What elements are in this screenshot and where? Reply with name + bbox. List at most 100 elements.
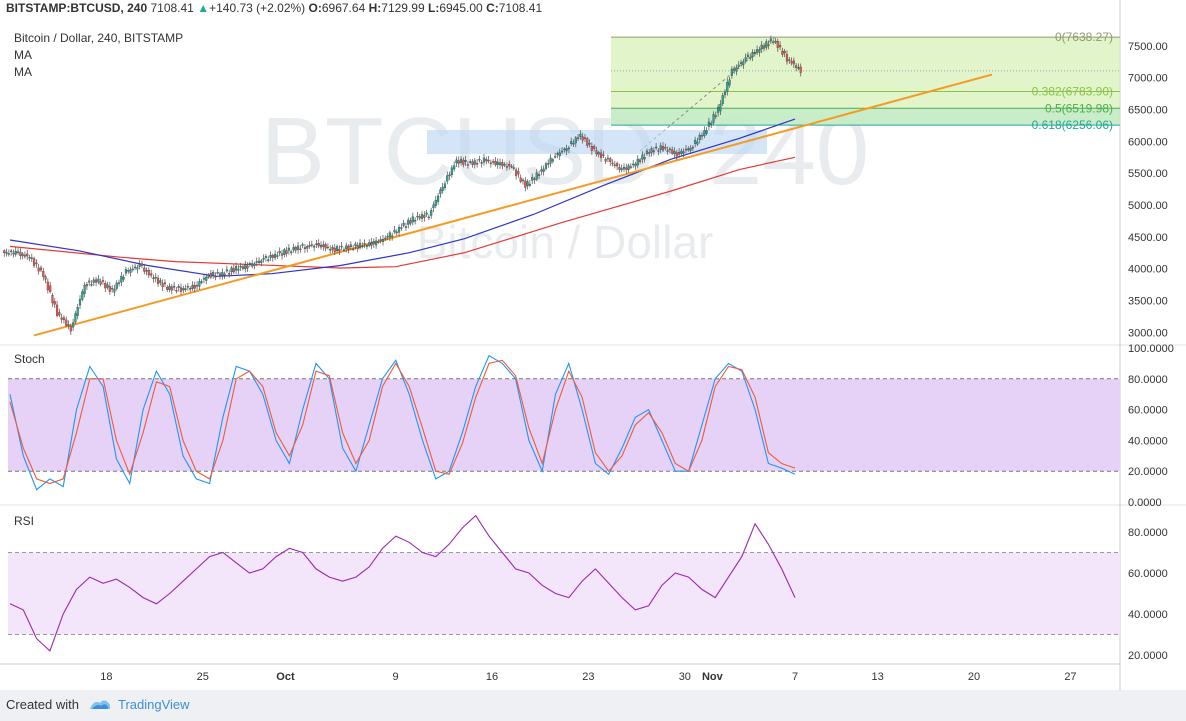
candle-body [166, 287, 169, 290]
candle-body [625, 167, 628, 170]
candle-body [629, 166, 632, 168]
stoch-label[interactable]: Stoch [14, 352, 45, 366]
candle-body [198, 281, 201, 287]
candle-body [92, 279, 95, 283]
candle-body [717, 106, 720, 113]
candle-body [735, 67, 738, 72]
candle-body [333, 247, 336, 252]
candle-body [193, 284, 196, 289]
axes: 7500.00 7000.00 6500.00 6000.00 5500.00 5000.… [100, 41, 1174, 683]
candle-body [239, 266, 242, 268]
candle-body [251, 263, 254, 267]
candle-body [310, 244, 313, 246]
candle-body [324, 244, 327, 249]
candle-body [466, 164, 469, 166]
candle-body [111, 287, 114, 290]
candle-body [586, 138, 589, 146]
candle-body [257, 260, 261, 263]
rsi-label[interactable]: RSI [14, 514, 35, 528]
candle-body [779, 45, 782, 48]
candle-body [636, 158, 639, 166]
candle-body [604, 159, 607, 162]
candle-body [44, 276, 47, 280]
candle-body [707, 121, 710, 127]
candle-body [712, 114, 715, 123]
candle-body [159, 280, 162, 283]
candle-body [393, 229, 396, 233]
candle-body [409, 220, 412, 224]
candle-body [78, 299, 82, 306]
candle-body [797, 67, 800, 69]
candle-body [739, 62, 743, 64]
candle-body [648, 152, 651, 154]
candle-body [205, 276, 208, 281]
candle-body [122, 277, 125, 280]
candle-body [60, 317, 63, 320]
candle-body [517, 171, 520, 175]
candle-body [402, 223, 405, 226]
candle-body [62, 317, 66, 320]
candle-body [661, 146, 665, 151]
candle-body [35, 262, 38, 265]
candle-body [177, 286, 180, 288]
candle-body [349, 244, 352, 248]
fib-level-label: 0.618(6256.06) [1032, 118, 1113, 132]
candle-body [714, 115, 717, 117]
ma-legend-2[interactable]: MA [14, 65, 32, 79]
candle-body [744, 57, 747, 61]
candle-body [528, 183, 531, 186]
candle-body [544, 163, 548, 169]
ma-legend-1[interactable]: MA [14, 48, 32, 62]
candle-body [453, 165, 456, 170]
candle-body [161, 283, 164, 288]
last-price: 7108.41 [150, 1, 194, 15]
price-candles [3, 35, 802, 336]
candle-body [388, 232, 391, 238]
candle-body [267, 259, 270, 261]
candle-body [659, 145, 662, 150]
candle-body [464, 160, 467, 162]
candle-body [12, 252, 15, 255]
candle-body [721, 95, 724, 104]
candle-body [221, 272, 224, 276]
time-tick-label: 18 [100, 671, 112, 683]
candle-body [673, 151, 676, 154]
candle-body [531, 176, 534, 181]
candle-body [521, 179, 525, 182]
candle-body [264, 255, 267, 258]
candle-body [459, 158, 463, 163]
candle-body [535, 172, 538, 180]
candle-body [375, 240, 378, 246]
candle-body [115, 282, 118, 289]
candle-body [269, 254, 272, 258]
stoch-tick-label: 0.0000 [1128, 497, 1162, 509]
candle-body [726, 82, 729, 92]
candle-body [163, 282, 167, 285]
candle-body [622, 166, 626, 170]
candle-body [613, 164, 616, 166]
stoch-tick-label: 60.0000 [1128, 405, 1168, 417]
candle-body [241, 266, 245, 269]
time-tick-label: 27 [1064, 671, 1076, 683]
candle-body [248, 263, 251, 265]
candle-body [510, 166, 513, 168]
tradingview-brand[interactable]: TradingView [118, 697, 190, 712]
candle-body [306, 246, 309, 249]
trendline[interactable] [33, 73, 993, 337]
candle-body [370, 242, 373, 246]
fibonacci-retracement[interactable] [611, 36, 1120, 152]
candle-body [108, 286, 111, 292]
candle-body [53, 301, 56, 305]
candle-body [767, 44, 770, 46]
candle-body [772, 41, 775, 43]
open-label: O: [308, 1, 322, 15]
resistance-zone[interactable] [427, 130, 767, 154]
candle-body [237, 268, 240, 271]
candle-body [182, 288, 185, 291]
candle-body [437, 195, 440, 202]
tradingview-logo-icon[interactable] [88, 695, 112, 716]
candle-body [85, 284, 88, 287]
candle-body [618, 167, 621, 170]
candle-body [301, 244, 304, 246]
